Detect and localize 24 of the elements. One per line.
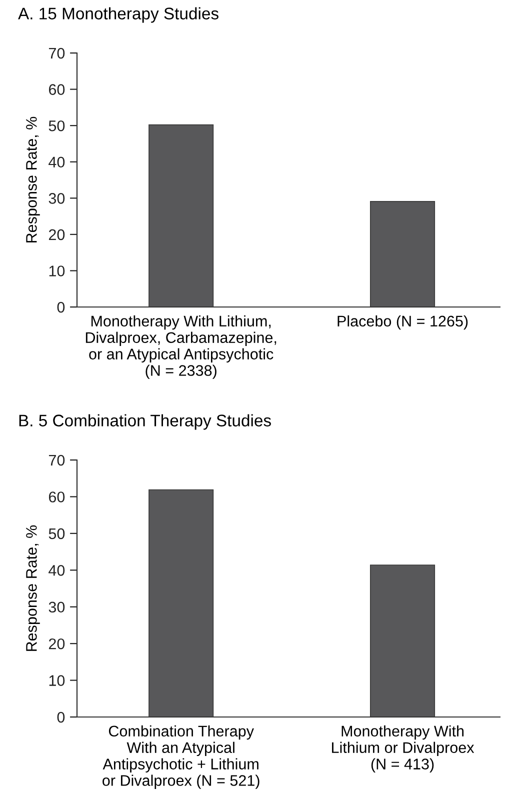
y-tick-label: 10 — [49, 266, 65, 276]
y-tick-label: 30 — [48, 193, 65, 204]
y-tick-label: 40 — [48, 156, 65, 168]
y-axis-title: Response Rate, % — [26, 525, 40, 651]
x-tick-label: Monotherapy With Lithium, Divalproex, Carbamazepine, or an Atypical Antipsychotic (N = 2338) — [86, 315, 276, 379]
y-tick-label: 70 — [48, 454, 65, 466]
y-tick-label: 20 — [48, 229, 65, 240]
y-tick-label: 60 — [48, 84, 65, 95]
y-tick-label: 50 — [48, 120, 65, 132]
y-axis-title: Response Rate, % — [26, 116, 40, 242]
x-tick-label: Placebo (N = 1265) — [338, 315, 468, 330]
y-tick-label: 40 — [48, 565, 65, 576]
y-tick-label: 20 — [48, 638, 65, 650]
chart-title: A. 15 Monotherapy Studies — [18, 7, 218, 23]
y-tick-label: 0 — [57, 302, 65, 313]
x-tick-label: Monotherapy With Lithium or Divalproex (N = 413) — [332, 725, 474, 772]
y-tick-label: 50 — [48, 528, 65, 540]
chart-title: B. 5 Combination Therapy Studies — [19, 414, 271, 430]
y-tick-label: 10 — [49, 675, 65, 686]
y-tick-label: 0 — [57, 712, 65, 723]
y-tick-label: 70 — [48, 48, 65, 59]
y-tick-label: 30 — [48, 602, 65, 613]
y-tick-label: 60 — [48, 492, 65, 502]
x-tick-label: Combination Therapy With an Atypical Antipsychotic + Lithium or Divalproex (N = 521) — [102, 725, 260, 789]
